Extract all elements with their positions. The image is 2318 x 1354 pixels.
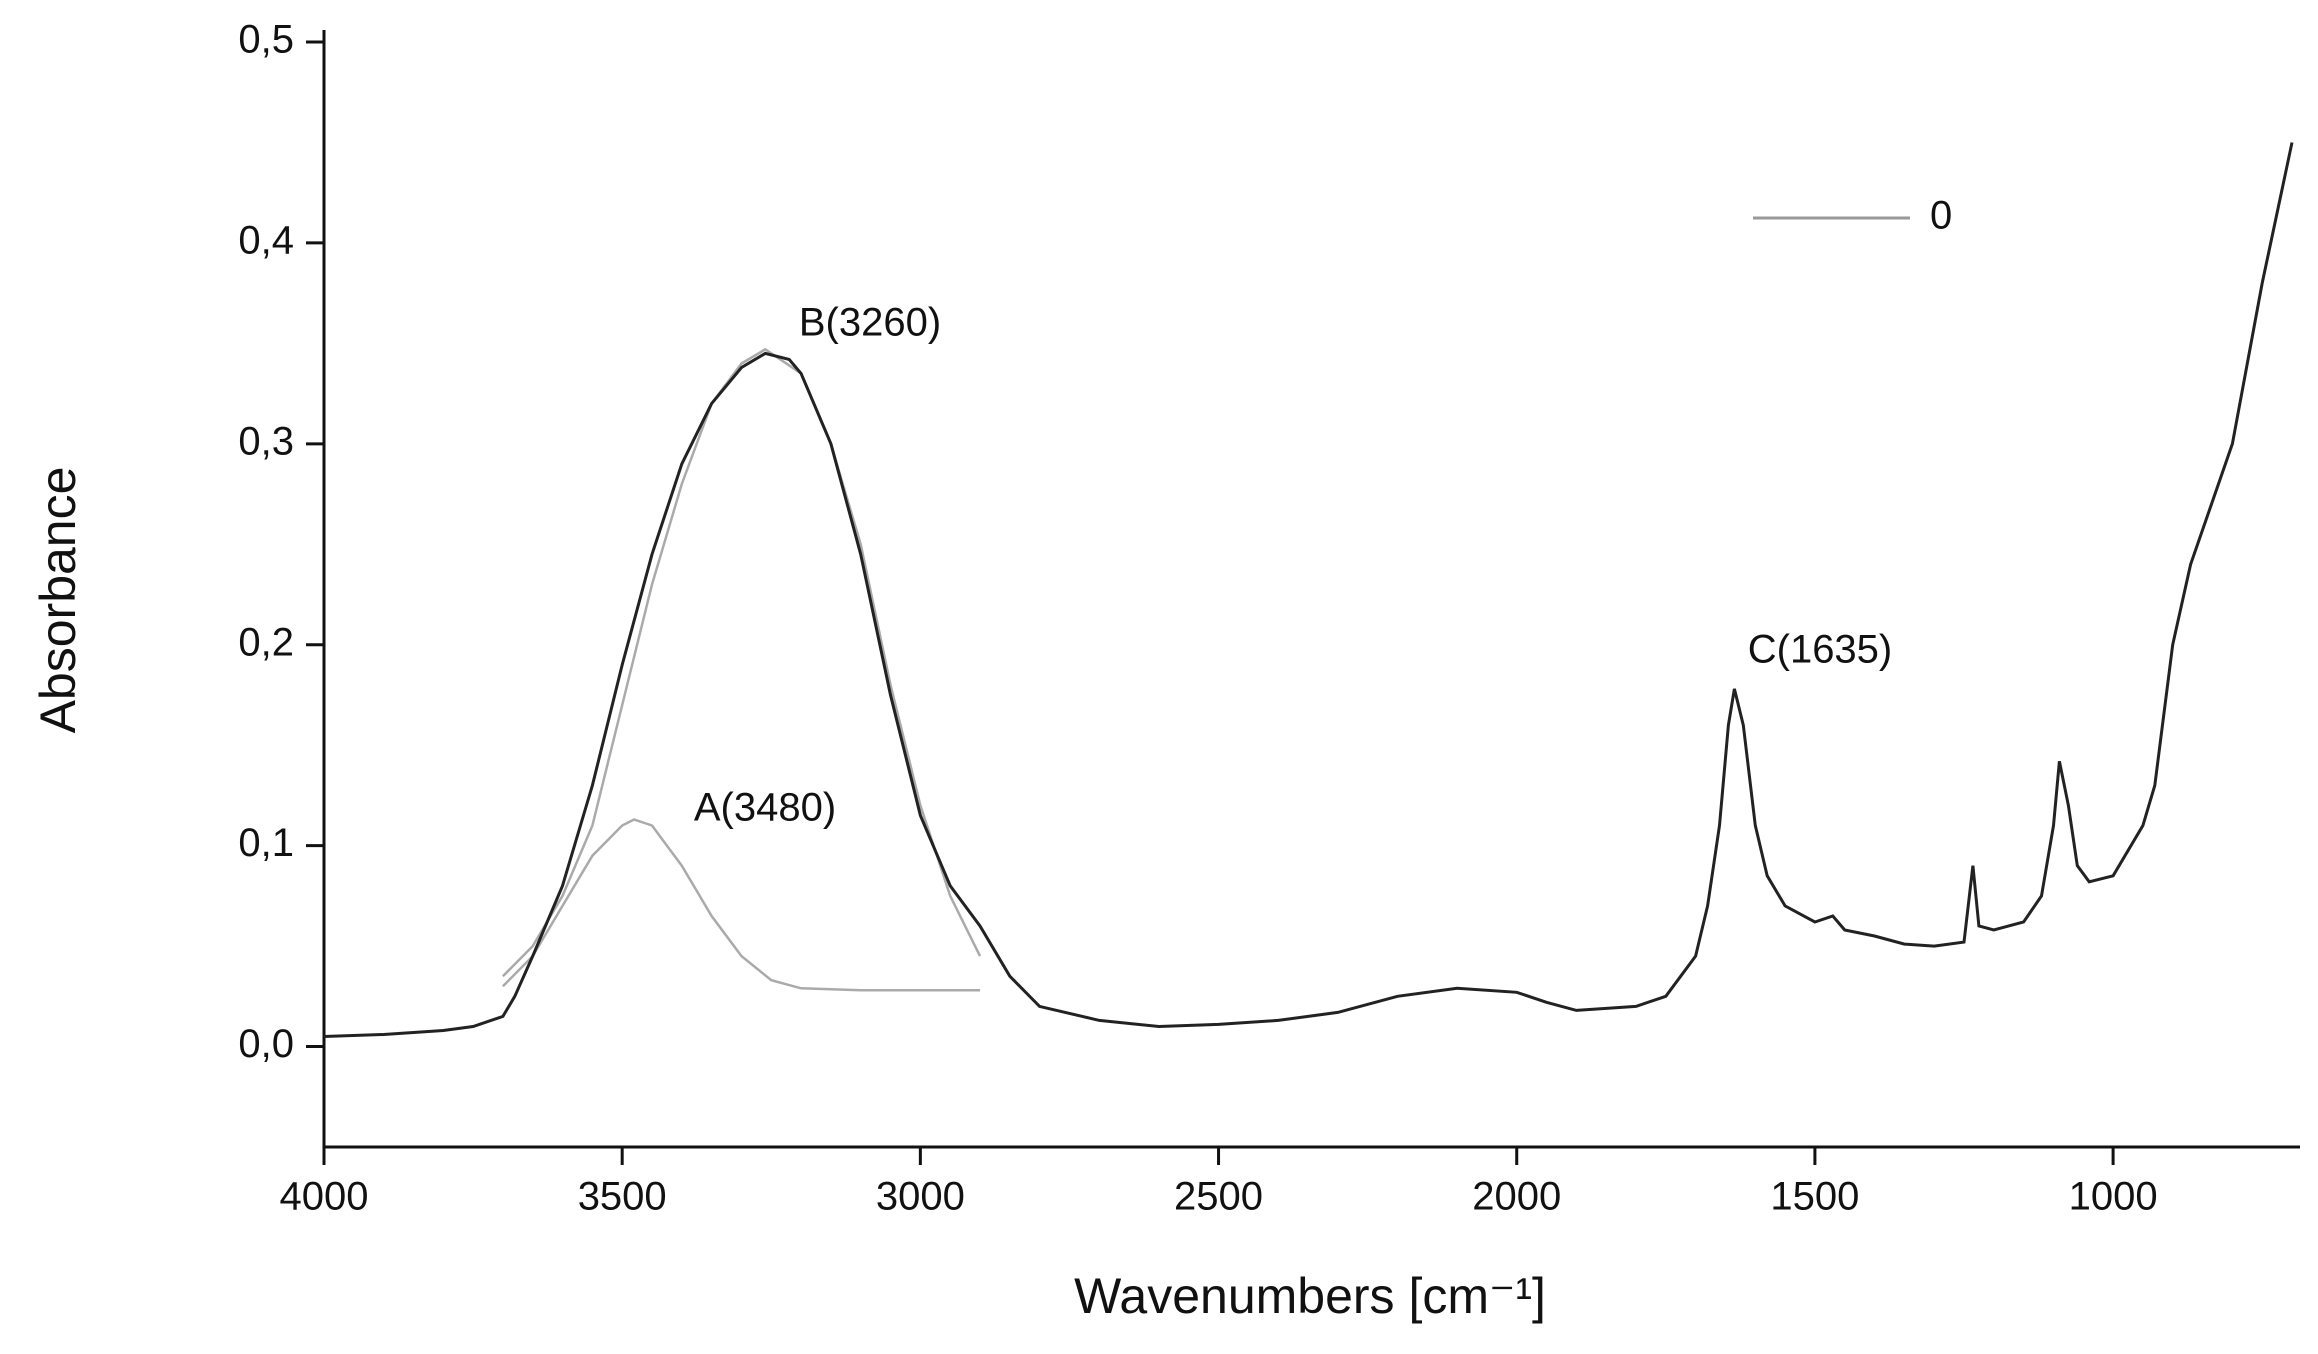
x-tick-label: 1000	[2069, 1175, 2158, 1219]
y-tick-label: 0,0	[238, 1022, 294, 1066]
peak-annotation: A(3480)	[694, 786, 836, 830]
legend-label: 0	[1930, 194, 1952, 238]
x-tick-label: 3000	[876, 1175, 965, 1219]
peak-annotation: B(3260)	[799, 301, 941, 345]
spectrum-line	[323, 142, 2294, 1038]
y-tick-label: 0,3	[238, 419, 294, 463]
fit-line	[502, 347, 982, 978]
x-axis-title: Wavenumbers [cm⁻¹]	[1074, 1268, 1546, 1324]
x-tick-label: 2500	[1174, 1175, 1263, 1219]
y-tick-label: 0,5	[238, 18, 294, 62]
y-axis-title: Absorbance	[30, 467, 86, 734]
y-tick-label: 0,4	[238, 218, 294, 262]
x-tick-label: 1500	[1770, 1175, 1859, 1219]
peak-annotation: C(1635)	[1748, 628, 1893, 672]
x-tick-label: 3500	[578, 1175, 667, 1219]
y-tick-label: 0,2	[238, 620, 294, 664]
x-tick-label: 2000	[1472, 1175, 1561, 1219]
x-tick-label: 4000	[280, 1175, 369, 1219]
fit-line	[502, 818, 980, 992]
y-tick-label: 0,1	[238, 821, 294, 865]
